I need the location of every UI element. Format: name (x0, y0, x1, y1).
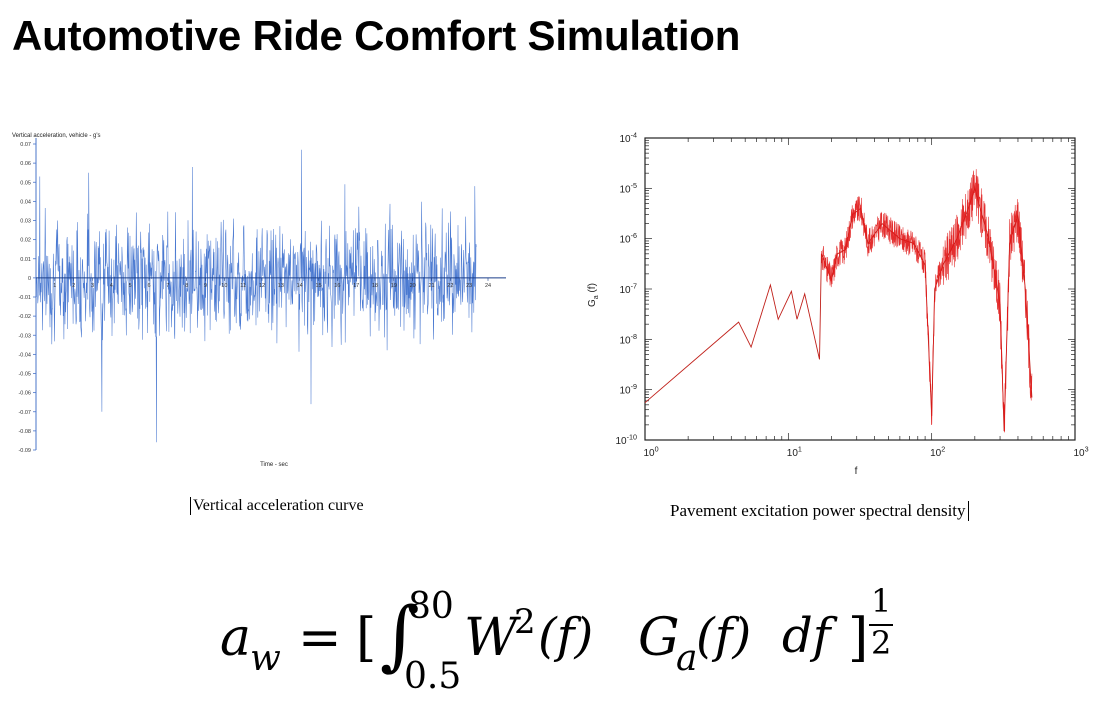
psd-series-line (644, 186, 1033, 432)
y-tick-label: -0.05 (18, 372, 31, 378)
x-tick-label: 18 (372, 283, 378, 289)
x-tick-label: 11 (240, 283, 246, 289)
y-tick-label: 0 (28, 276, 31, 282)
y-axis-label: Ga (f) (587, 283, 600, 307)
x-tick-label: 7 (166, 283, 169, 289)
formula-weight-argument: (f) (538, 608, 594, 664)
y-tick-label: -0.09 (18, 448, 31, 454)
x-tick-label: 6 (147, 283, 150, 289)
acceleration-chart-svg: Vertical acceleration, vehicle - g's 0.07… (12, 133, 506, 468)
y-tick-label: 0.04 (20, 199, 31, 205)
x-tick-label: 101 (787, 445, 802, 460)
y-tick-label: -0.03 (18, 333, 31, 339)
y-tick-label: -0.01 (18, 295, 31, 301)
formula-exponent-fraction-bar (869, 624, 893, 626)
y-tick-label: 0.03 (20, 219, 31, 225)
x-tick-label: 15 (315, 283, 321, 289)
y-tick-label: 0.02 (20, 238, 31, 244)
x-tick-label: 9 (204, 283, 207, 289)
y-tick-label: 10-8 (619, 332, 637, 347)
x-tick-label: 8 (185, 283, 188, 289)
psd-chart: 10-4 10-5 10-6 10-7 10-8 10-9 10-10 100 101 102 10… (575, 128, 1095, 483)
formula-psd-subscript: a (676, 638, 698, 679)
y-tick-label: 0.01 (20, 257, 31, 263)
formula-weight-function: W (464, 608, 518, 668)
formula-lhs: a (220, 608, 252, 668)
formula-integral-sign: ∫ (380, 590, 420, 679)
y-tick-label: -0.02 (18, 314, 31, 320)
formula-equals: = (298, 608, 342, 668)
formula-lhs-subscript: w (250, 638, 281, 679)
x-tick-label: 19 (391, 283, 397, 289)
formula-weight-exponent: 2 (514, 602, 536, 642)
x-tick-label: 17 (353, 283, 359, 289)
x-tick-label: 24 (485, 283, 491, 289)
x-tick-label: 20 (410, 283, 416, 289)
x-tick-label: 14 (297, 283, 303, 289)
x-tick-label: 12 (259, 283, 265, 289)
y-tick-label: 10-6 (619, 231, 637, 246)
x-axis-label: Time - sec (260, 462, 288, 468)
x-tick-label: 22 (447, 283, 453, 289)
x-tick-label: 10 (221, 283, 227, 289)
acceleration-caption: Vertical acceleration curve (190, 497, 364, 515)
x-tick-label: 3 (91, 283, 94, 289)
acceleration-series-line (35, 149, 477, 443)
psd-fluctuation-line (821, 169, 1033, 433)
x-tick-label: 1 (53, 283, 56, 289)
x-tick-label: 102 (930, 445, 945, 460)
x-tick-label: 5 (129, 283, 132, 289)
y-tick-label: 0.07 (20, 142, 31, 148)
y-tick-label: 0.05 (20, 180, 31, 186)
y-tick-label: -0.07 (18, 410, 31, 416)
x-tick-label: 103 (1073, 445, 1088, 460)
slide-title: Automotive Ride Comfort Simulation (12, 12, 741, 59)
formula-exponent-numerator: 1 (871, 582, 892, 620)
acceleration-chart-title: Vertical acceleration, vehicle - g's (12, 133, 101, 139)
x-axis-label: f (855, 466, 858, 477)
y-tick-label: 10-5 (619, 181, 637, 196)
formula-upper-limit: 80 (408, 586, 454, 627)
psd-caption: Pavement excitation power spectral densi… (670, 501, 969, 521)
x-tick-label: 23 (466, 283, 472, 289)
formula-psd-function: G (638, 608, 680, 668)
psd-chart-svg: 10-4 10-5 10-6 10-7 10-8 10-9 10-10 100 101 102 10… (587, 131, 1089, 478)
y-tick-label: 0.06 (20, 161, 31, 167)
x-tick-label: 21 (428, 283, 434, 289)
y-tick-label: 10-10 (615, 433, 637, 448)
formula-psd-argument: (f) (696, 608, 752, 664)
x-tick-label: 13 (278, 283, 284, 289)
formula-close-bracket: ] (848, 608, 869, 668)
y-tick-label: 10-7 (619, 282, 637, 297)
formula-lower-limit: 0.5 (404, 656, 462, 697)
x-tick-label: 4 (110, 283, 113, 289)
y-tick-label: 10-9 (619, 382, 637, 397)
x-tick-label: 16 (334, 283, 340, 289)
y-tick-label: 10-4 (619, 131, 637, 146)
psd-plot-frame (644, 137, 1076, 441)
ride-comfort-formula: a w = [ ∫ 80 0.5 W 2 (f) G a (f) df ] 1 … (220, 582, 920, 698)
x-tick-label: 100 (643, 445, 658, 460)
formula-exponent-denominator: 2 (871, 624, 892, 662)
y-tick-label: -0.08 (18, 429, 31, 435)
acceleration-chart: Vertical acceleration, vehicle - g's 0.07… (10, 128, 520, 473)
formula-differential: df (782, 608, 831, 664)
x-tick-label: 2 (72, 283, 75, 289)
y-tick-label: -0.06 (18, 391, 31, 397)
formula-open-bracket: [ (356, 608, 377, 668)
y-tick-label: -0.04 (18, 352, 31, 358)
